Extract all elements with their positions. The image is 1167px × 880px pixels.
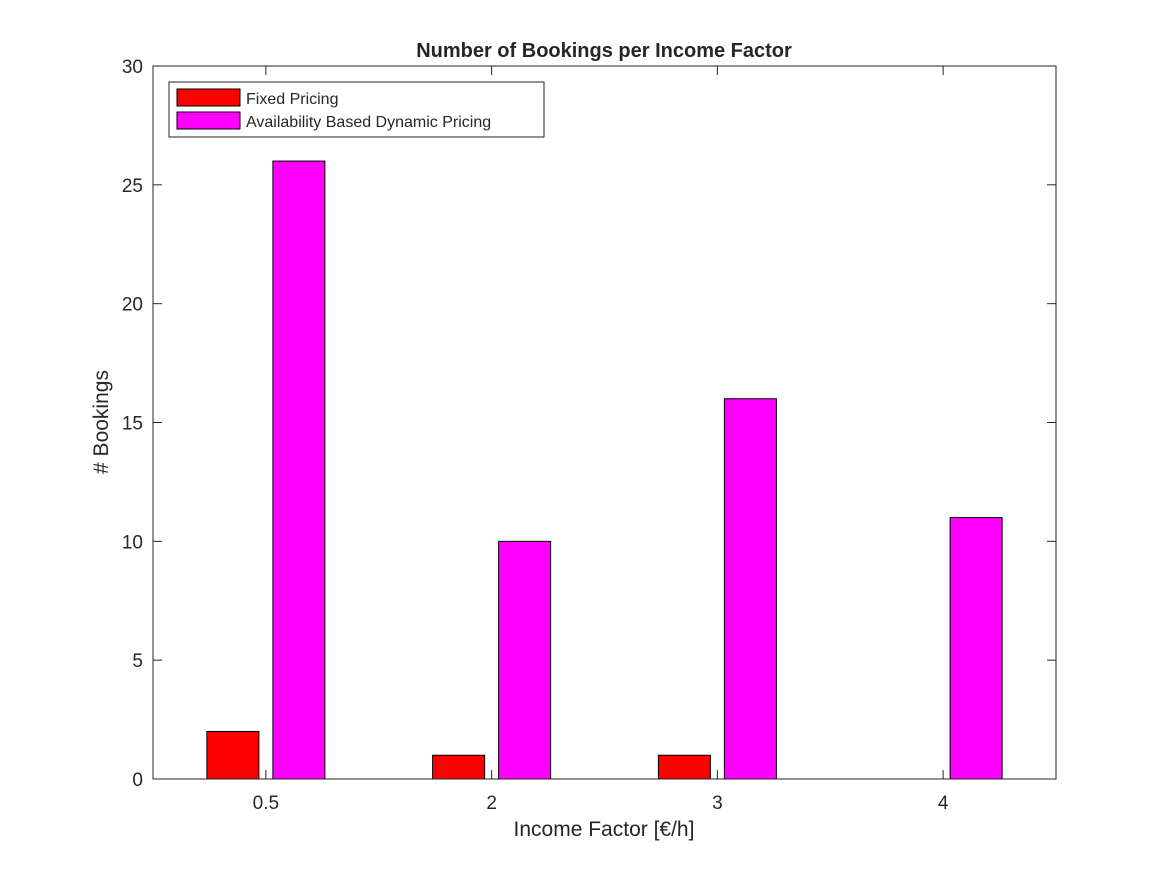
y-tick-label: 25	[122, 176, 143, 197]
x-tick-label: 4	[938, 793, 949, 814]
y-axis-label: # Bookings	[90, 370, 113, 474]
y-tick-label: 15	[122, 414, 143, 435]
bar-dynamic-4	[949, 517, 1003, 780]
x-tick-label: 0.5	[253, 793, 279, 814]
y-tick-label: 20	[122, 295, 143, 316]
bar-fixed-3	[657, 754, 711, 780]
bars-layer	[206, 160, 1003, 780]
legend-swatch-dynamic-pricing	[176, 111, 241, 130]
y-tick-label: 30	[122, 57, 143, 78]
x-axis-label: Income Factor [€/h]	[514, 818, 695, 841]
legend-swatch-fixed-pricing	[176, 88, 241, 107]
x-tick-label: 3	[712, 793, 723, 814]
legend-label-dynamic-pricing: Availability Based Dynamic Pricing	[246, 114, 491, 131]
bar-dynamic-2	[498, 540, 552, 780]
bar-dynamic-0-5	[272, 160, 326, 780]
legend: Fixed Pricing Availability Based Dynamic…	[168, 81, 545, 138]
ticks-layer: 0 5 10 15 20 25 30 0.5 2 3 4	[122, 57, 1056, 814]
y-tick-label: 10	[122, 532, 143, 553]
bar-fixed-2	[432, 754, 486, 780]
x-tick-label: 2	[486, 793, 497, 814]
bar-dynamic-3	[723, 398, 777, 780]
y-tick-label: 5	[132, 651, 143, 672]
y-tick-label: 0	[132, 770, 143, 791]
legend-label-fixed-pricing: Fixed Pricing	[246, 91, 338, 108]
chart-title: Number of Bookings per Income Factor	[416, 40, 792, 62]
bar-fixed-0-5	[206, 730, 260, 780]
